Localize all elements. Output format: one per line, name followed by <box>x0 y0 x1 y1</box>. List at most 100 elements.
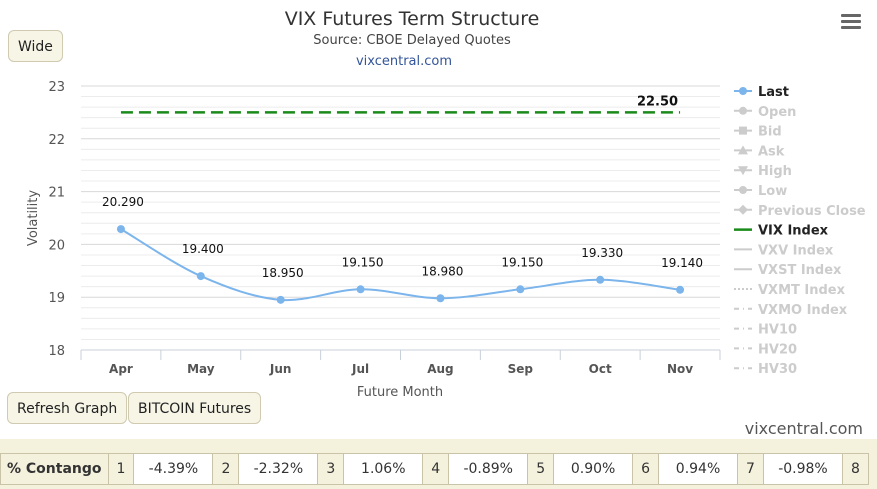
legend-label: VXMT Index <box>758 283 846 298</box>
last-series-point <box>116 225 125 234</box>
last-series-point <box>676 285 685 294</box>
legend-item[interactable]: Ask <box>734 144 785 159</box>
data-label: 19.140 <box>661 256 703 270</box>
x-tick-label: Jun <box>269 362 292 376</box>
chart-title: VIX Futures Term Structure <box>285 8 540 30</box>
legend-item[interactable]: HV20 <box>734 342 797 357</box>
contango-value: 1.06% <box>343 453 424 485</box>
legend-label: VXST Index <box>758 263 842 278</box>
legend-item[interactable]: VIX Index <box>734 224 829 239</box>
data-label: 19.150 <box>501 255 543 269</box>
last-series-point <box>356 285 365 294</box>
legend-label: Last <box>758 85 789 100</box>
y-tick-label: 23 <box>48 80 65 95</box>
x-tick-label: Nov <box>667 362 693 376</box>
y-axis-title: Volatility <box>26 190 41 246</box>
legend-item[interactable]: Bid <box>734 125 782 140</box>
data-label: 19.330 <box>581 246 623 260</box>
contango-value: -0.89% <box>448 453 529 485</box>
last-series-point <box>516 285 525 294</box>
bitcoin-futures-button[interactable]: BITCOIN Futures <box>128 392 262 424</box>
last-series-line <box>120 228 681 302</box>
legend-item[interactable]: HV30 <box>734 362 797 377</box>
legend-label: High <box>758 164 792 179</box>
last-series-point <box>276 295 285 304</box>
x-tick-label: May <box>187 362 215 376</box>
y-tick-label: 22 <box>48 133 65 148</box>
contango-value: 0.90% <box>553 453 634 485</box>
x-axis-title: Future Month <box>357 385 443 400</box>
legend-item[interactable]: Low <box>734 184 787 199</box>
legend-label: Open <box>758 105 796 120</box>
vix-index-label: 22.50 <box>637 94 678 109</box>
chart-credit-link[interactable]: vixcentral.com <box>356 54 452 69</box>
contango-value: -4.39% <box>133 453 214 485</box>
site-credit[interactable]: vixcentral.com <box>744 419 863 438</box>
contango-value: -0.98% <box>762 453 843 485</box>
data-label: 19.400 <box>182 242 224 256</box>
contango-month: 1 <box>107 453 135 485</box>
legend-item[interactable]: VXMO Index <box>734 303 848 318</box>
chart-subtitle: Source: CBOE Delayed Quotes <box>313 33 511 48</box>
series-layer: 22.50 20.290 19.400 18.950 19.150 18.980 19.15… <box>102 94 703 304</box>
contango-value: -2.32% <box>238 453 319 485</box>
x-tick-label: Apr <box>109 362 133 376</box>
x-tick-label: Sep <box>508 362 534 376</box>
grid <box>81 85 720 351</box>
legend-circle-icon <box>739 106 747 115</box>
data-label: 18.950 <box>262 266 304 280</box>
legend-label: HV10 <box>758 323 797 338</box>
wide-button[interactable]: Wide <box>8 30 63 62</box>
data-label: 19.150 <box>342 255 384 269</box>
contango-month: 8 <box>841 453 869 485</box>
contango-table: % Contango 1 -4.39% 2 -2.32% 3 1.06% 4 -… <box>0 453 869 485</box>
legend-circle-icon <box>739 186 747 194</box>
legend-item[interactable]: VXMT Index <box>734 283 846 298</box>
legend-item[interactable]: Last <box>734 85 789 100</box>
contango-month: 2 <box>212 453 240 485</box>
last-series-point <box>196 272 205 281</box>
last-series-point <box>596 275 605 284</box>
legend-label: Bid <box>758 125 782 140</box>
legend-triangle-down-icon <box>738 166 748 176</box>
legend-item[interactable]: Open <box>734 105 796 120</box>
x-tick-label: Aug <box>427 362 453 376</box>
chart-menu-icon[interactable] <box>841 14 861 32</box>
contango-month: 5 <box>527 453 555 485</box>
contango-row: % Contango 1 -4.39% 2 -2.32% 3 1.06% 4 -… <box>0 453 869 485</box>
contango-month: 4 <box>422 453 450 485</box>
legend-label: VXV Index <box>758 243 834 258</box>
axes: 18 19 20 21 22 23 Apr May Jun Jul Aug Sep Oct Nov Futu… <box>26 80 721 400</box>
legend-item[interactable]: VXST Index <box>734 263 842 278</box>
data-label: 20.290 <box>102 195 144 209</box>
contango-label: % Contango <box>0 453 109 485</box>
contango-value: 0.94% <box>658 453 739 485</box>
legend-label: VXMO Index <box>758 303 848 318</box>
legend-label: VIX Index <box>758 224 829 239</box>
legend-square-icon <box>739 126 747 135</box>
contango-month: 7 <box>737 453 764 485</box>
legend-item[interactable]: HV10 <box>734 323 797 338</box>
legend-item[interactable]: Previous Close <box>734 204 866 219</box>
y-tick-label: 21 <box>48 186 65 201</box>
vix-term-structure-chart: VIX Futures Term Structure Source: CBOE … <box>26 8 866 400</box>
legend-triangle-up-icon <box>738 145 748 155</box>
legend-diamond-icon <box>738 204 748 215</box>
legend-label: HV20 <box>758 342 797 357</box>
x-tick-label: Jul <box>351 362 369 376</box>
legend-circle-icon <box>739 87 747 95</box>
y-tick-label: 20 <box>48 238 65 253</box>
legend-label: HV30 <box>758 362 797 377</box>
legend-label: Ask <box>758 144 785 159</box>
legend-item[interactable]: High <box>734 164 792 179</box>
legend-label: Previous Close <box>758 204 866 219</box>
contango-month: 3 <box>317 453 345 485</box>
legend-item[interactable]: VXV Index <box>734 243 834 258</box>
legend: Last Open Bid Ask High Low Previous Close VIX I… <box>734 85 866 377</box>
last-series-point <box>436 294 445 303</box>
contango-month: 6 <box>632 453 660 485</box>
legend-label: Low <box>758 184 787 199</box>
refresh-graph-button[interactable]: Refresh Graph <box>7 392 128 424</box>
y-tick-label: 18 <box>48 344 65 359</box>
y-tick-label: 19 <box>48 291 65 306</box>
